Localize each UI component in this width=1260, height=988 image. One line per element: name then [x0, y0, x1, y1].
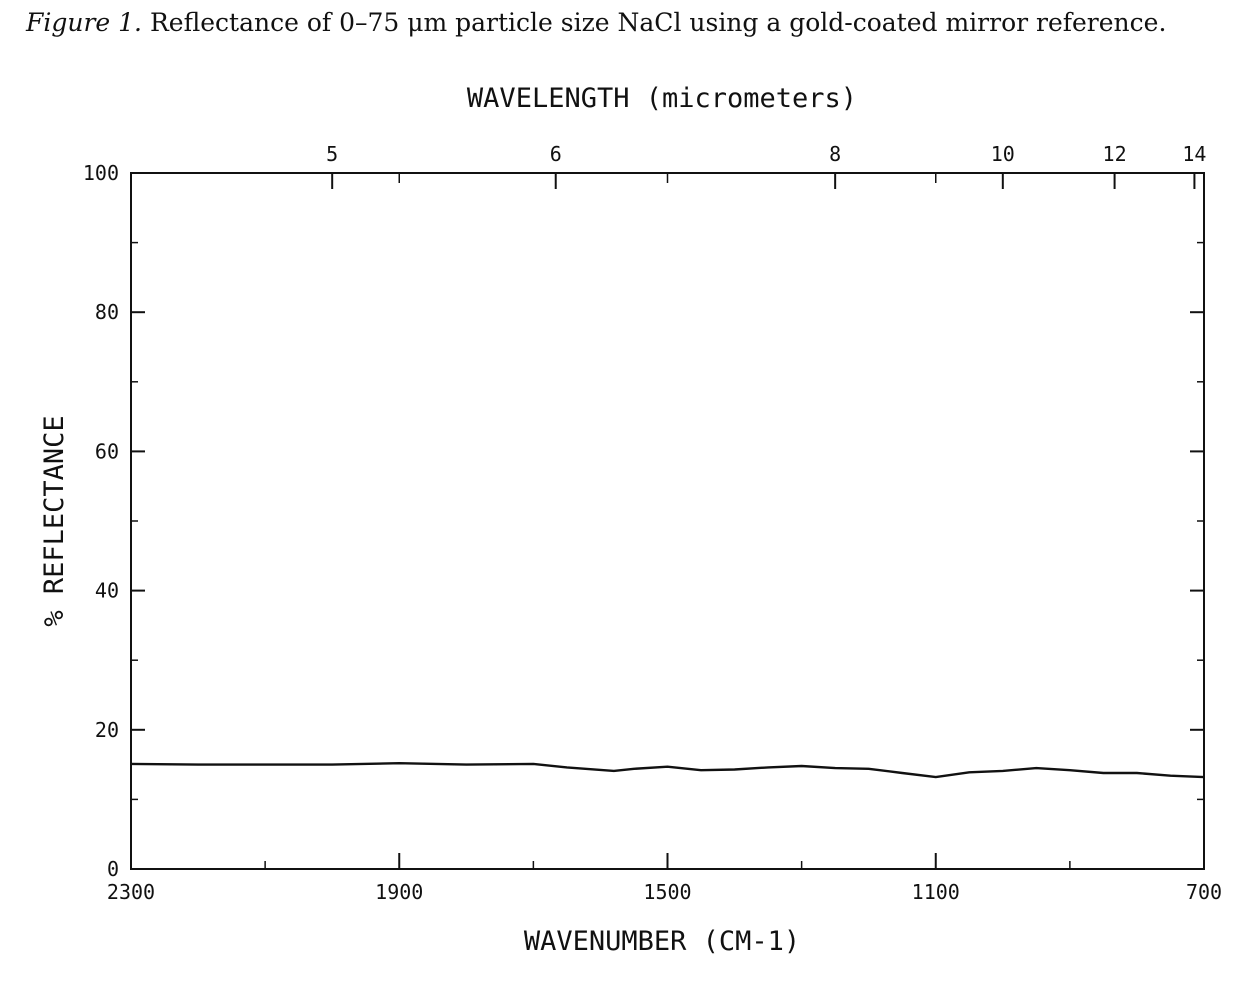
y-axis-label: % REFLECTANCE [39, 415, 70, 626]
x2-tick-label-5: 14 [1182, 142, 1206, 166]
y-tick-label-1: 20 [95, 718, 119, 742]
y-tick-label-5: 100 [83, 161, 119, 185]
x2-tick-label-4: 12 [1103, 142, 1127, 166]
top-axis-ticks: 5 6 8 10 12 14 [326, 142, 1206, 189]
figure-caption-text: Reflectance of 0–75 μm particle size NaC… [149, 8, 1167, 37]
y-tick-label-3: 60 [95, 439, 119, 463]
x-tick-label-2: 1500 [643, 880, 691, 904]
x2-tick-label-0: 5 [326, 142, 338, 166]
figure-caption: Figure 1. Reflectance of 0–75 μm particl… [26, 8, 1246, 37]
x2-tick-label-3: 10 [991, 142, 1015, 166]
x2-tick-label-1: 6 [550, 142, 562, 166]
top-axis-label: WAVELENGTH (micrometers) [467, 83, 857, 114]
x2-tick-label-2: 8 [829, 142, 841, 166]
x-tick-label-1: 1900 [375, 880, 423, 904]
y-tick-label-0: 0 [107, 857, 119, 881]
x-tick-label-3: 1100 [912, 880, 960, 904]
figure-label: Figure 1. [26, 8, 142, 37]
y-tick-label-2: 40 [95, 579, 119, 603]
x-axis-label: WAVENUMBER (CM-1) [524, 926, 800, 957]
x-tick-label-0: 2300 [107, 880, 155, 904]
reflectance-series-line [130, 761, 1205, 779]
y-tick-label-4: 80 [95, 300, 119, 324]
x-axis-ticks: 2300 1900 1500 1100 700 [107, 173, 1222, 904]
y-axis-ticks: 0 20 40 60 80 100 [83, 161, 1204, 881]
x-tick-label-4: 700 [1186, 880, 1222, 904]
